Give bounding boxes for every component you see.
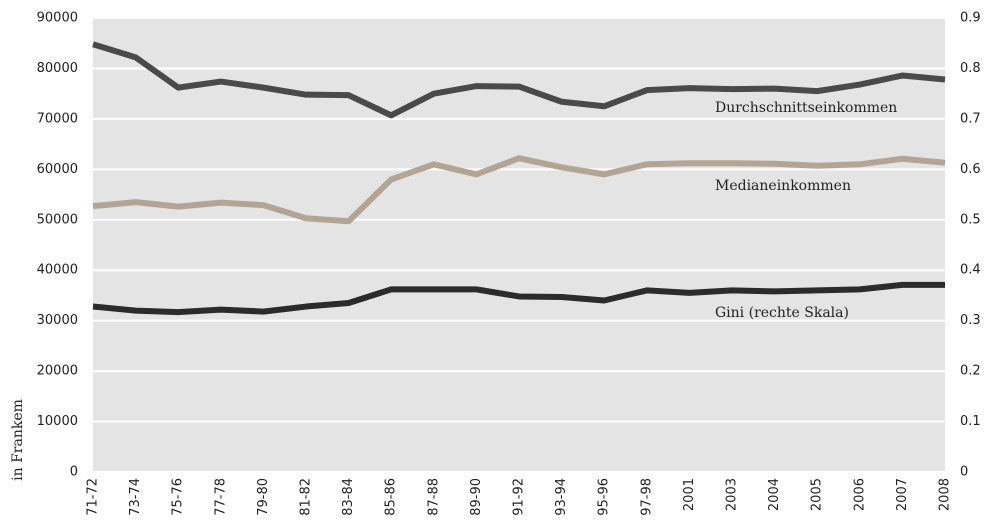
y-tick-label: 70000 bbox=[37, 111, 78, 126]
y2-tick-label: 0.8 bbox=[960, 61, 981, 76]
y-tick-label: 10000 bbox=[37, 414, 78, 429]
x-tick-label: 95-96 bbox=[597, 478, 612, 516]
y2-tick-label: 0.7 bbox=[960, 111, 981, 126]
x-tick-label: 2004 bbox=[767, 478, 782, 511]
y2-tick-label: 0 bbox=[960, 465, 968, 480]
x-tick-label: 71-72 bbox=[86, 478, 101, 516]
x-tick-label: 81-82 bbox=[299, 478, 314, 516]
y-tick-label: 0 bbox=[70, 465, 78, 480]
x-tick-label: 79-80 bbox=[256, 478, 271, 516]
y-tick-label: 50000 bbox=[37, 212, 78, 227]
y-tick-label: 20000 bbox=[37, 364, 78, 379]
x-tick-label: 2005 bbox=[810, 478, 825, 511]
series-label: Gini (rechte Skala) bbox=[715, 305, 849, 321]
series-label: Durchschnittseinkommen bbox=[715, 100, 897, 116]
y-tick-label: 40000 bbox=[37, 263, 78, 278]
x-tick-label: 73-74 bbox=[128, 478, 143, 516]
y-tick-label: 80000 bbox=[37, 61, 78, 76]
x-tick-label: 87-88 bbox=[426, 478, 441, 516]
y2-tick-label: 0.1 bbox=[960, 414, 981, 429]
x-tick-label: 97-98 bbox=[639, 478, 654, 516]
y-tick-label: 30000 bbox=[37, 313, 78, 328]
y2-tick-label: 0.5 bbox=[960, 212, 981, 227]
x-tick-label: 85-86 bbox=[384, 478, 399, 516]
x-tick-label: 83-84 bbox=[341, 478, 356, 516]
x-tick-label: 75-76 bbox=[171, 478, 186, 516]
y2-tick-label: 0.9 bbox=[960, 11, 981, 26]
y2-tick-label: 0.2 bbox=[960, 364, 981, 379]
x-tick-label: 2001 bbox=[682, 478, 697, 511]
x-tick-label: 2003 bbox=[725, 478, 740, 511]
series-label: Medianeinkommen bbox=[715, 178, 851, 194]
y2-tick-label: 0.3 bbox=[960, 313, 981, 328]
x-tick-label: 2007 bbox=[895, 478, 910, 511]
series-line bbox=[92, 41, 946, 119]
x-tick-label: 91-92 bbox=[512, 478, 527, 516]
plot-bg bbox=[93, 18, 945, 472]
x-tick-label: 77-78 bbox=[213, 478, 228, 516]
series-line bbox=[92, 155, 946, 225]
x-tick-label: 2006 bbox=[852, 478, 867, 511]
x-tick-label: 2008 bbox=[938, 478, 953, 511]
series-line bbox=[92, 281, 945, 316]
x-tick-label: 93-94 bbox=[554, 478, 569, 516]
x-tick-label: 89-90 bbox=[469, 478, 484, 516]
y2-tick-label: 0.6 bbox=[960, 162, 981, 177]
y-axis-label: in Frankem bbox=[10, 399, 26, 481]
y-tick-label: 90000 bbox=[37, 11, 78, 26]
y2-tick-label: 0.4 bbox=[960, 263, 981, 278]
y-tick-label: 60000 bbox=[37, 162, 78, 177]
